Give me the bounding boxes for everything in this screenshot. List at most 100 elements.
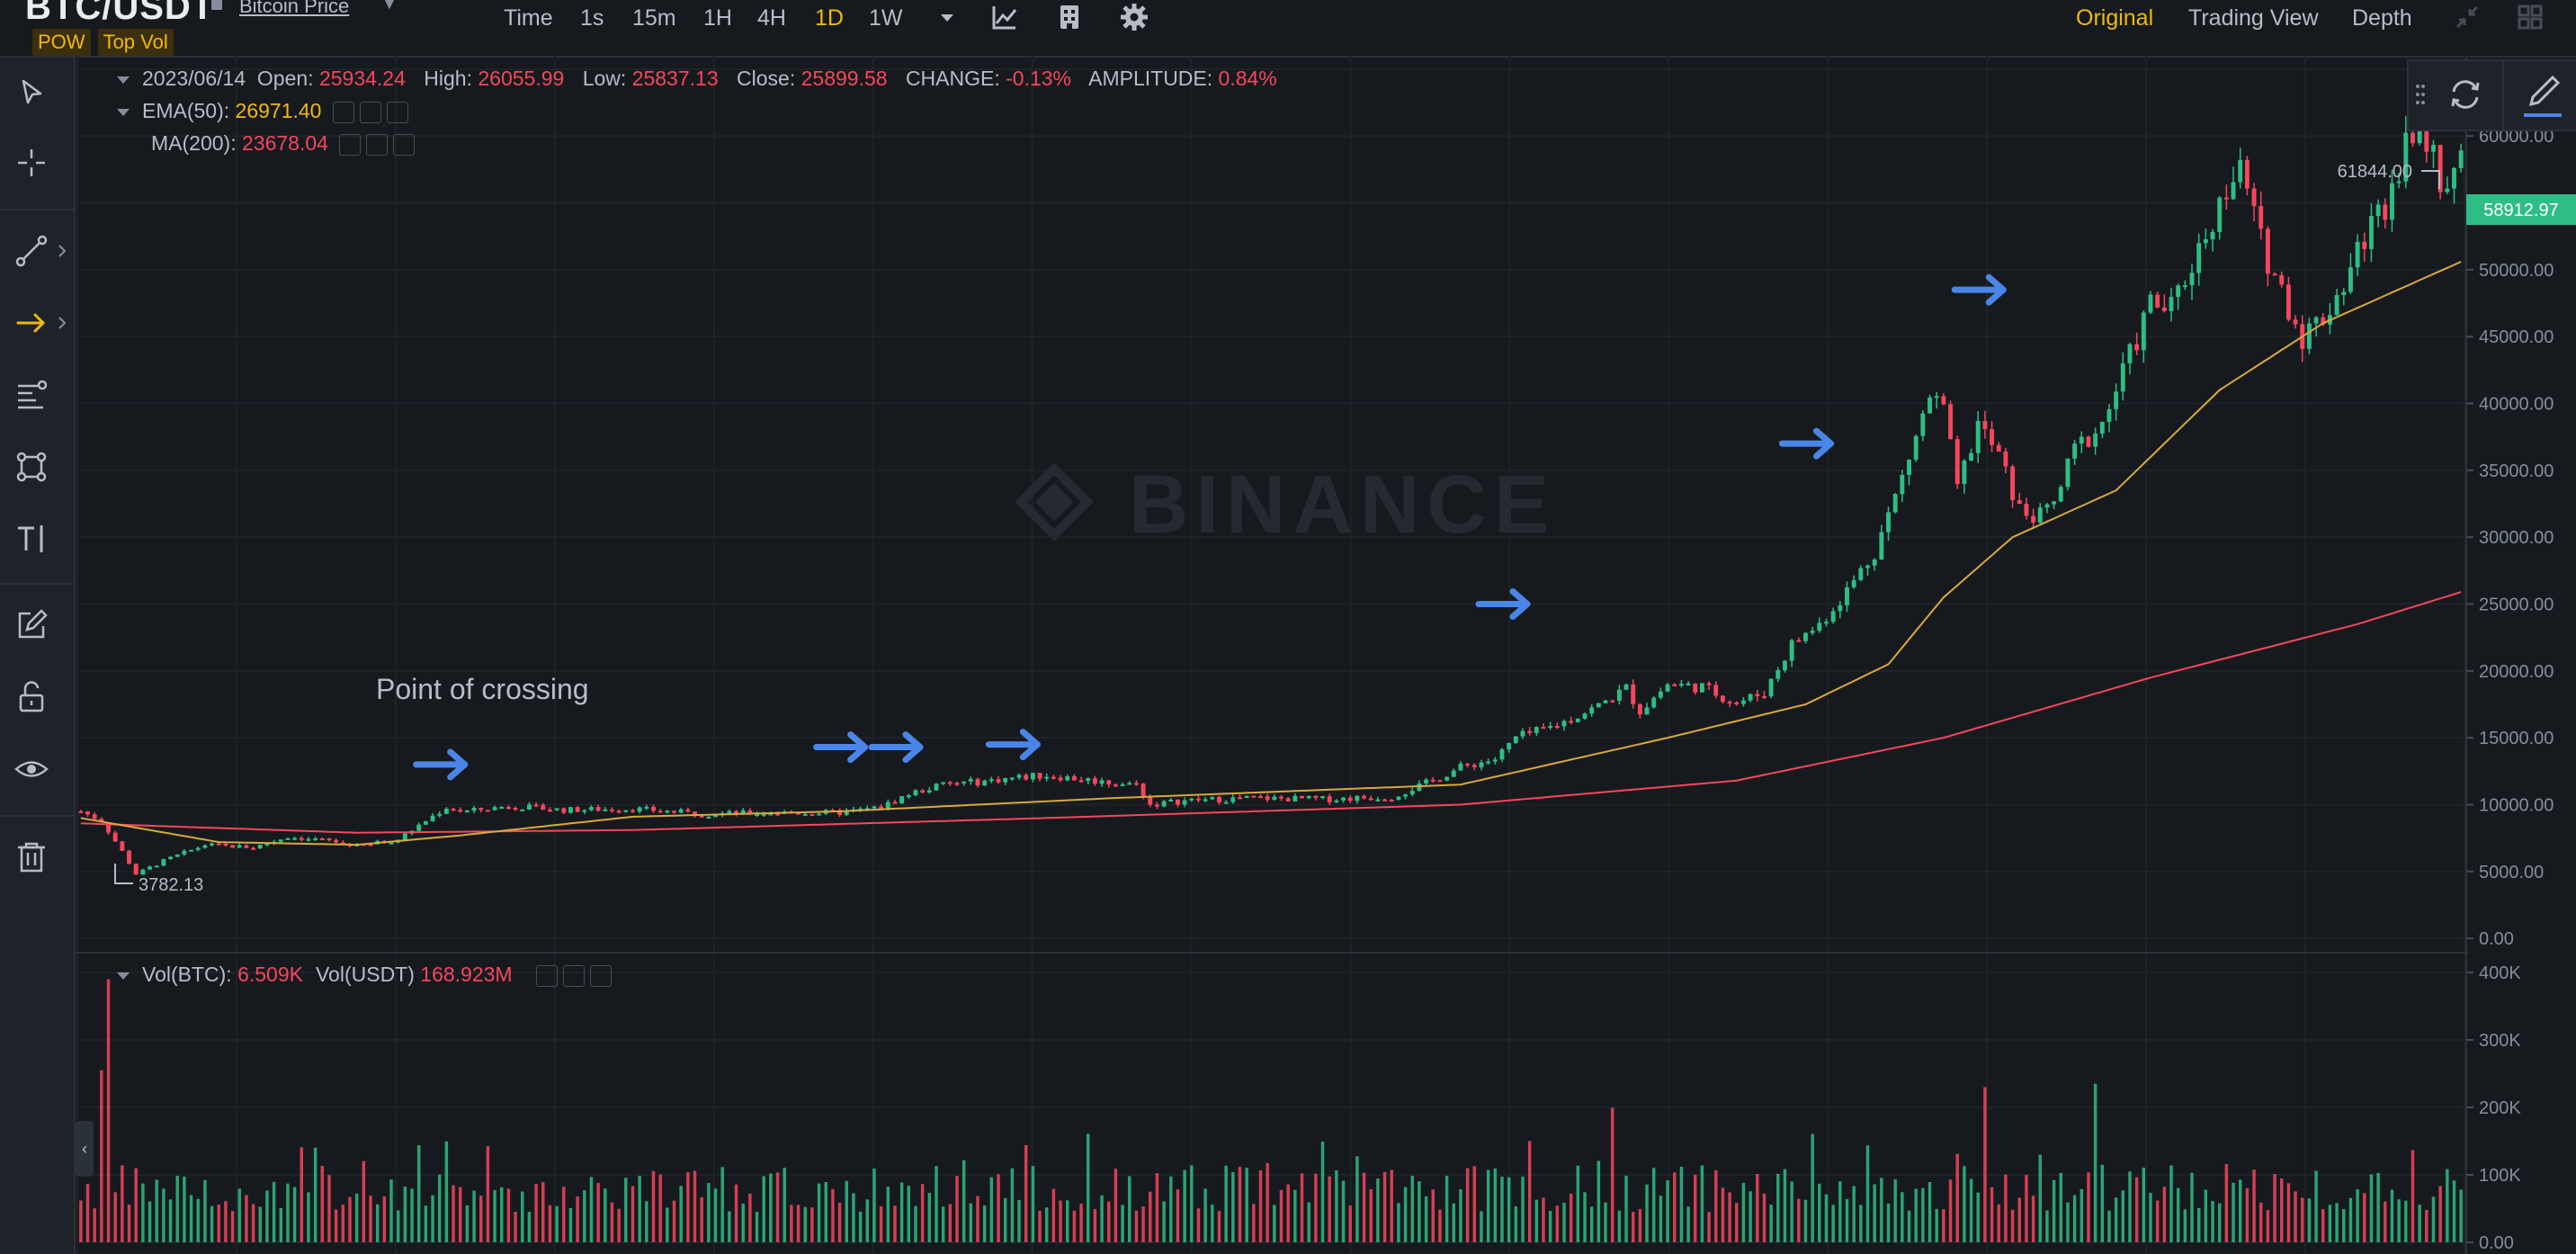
annotation-text[interactable]: Point of crossing	[376, 673, 589, 705]
low-marker: 3782.13	[114, 864, 203, 895]
volume-tick-label: 400K	[2479, 963, 2521, 983]
candle-body	[761, 813, 766, 816]
candle-body	[554, 808, 559, 811]
candle-body	[582, 810, 587, 812]
candle-body	[568, 807, 573, 813]
change-label: CHANGE:	[905, 67, 1000, 90]
candle-body	[505, 807, 511, 810]
candle-body	[1548, 726, 1553, 729]
settings-gear-icon[interactable]	[1119, 2, 1149, 32]
eye-icon[interactable]	[339, 133, 362, 156]
candle-body	[1120, 784, 1125, 786]
layout-grid-icon[interactable]	[2515, 2, 2545, 32]
legend-collapse-caret-icon[interactable]	[117, 76, 130, 84]
tag-top-vol[interactable]: Top Vol	[97, 29, 174, 56]
drag-handle-icon[interactable]	[2414, 81, 2427, 108]
candle-body	[2003, 452, 2008, 467]
close-icon[interactable]	[393, 133, 416, 156]
eye-icon[interactable]	[332, 101, 354, 123]
close-value: 25899.58	[801, 67, 888, 90]
view-trading-view[interactable]: Trading View	[2188, 5, 2319, 31]
candle-body	[706, 816, 711, 819]
tf-time[interactable]: Time	[504, 5, 553, 31]
gear-icon[interactable]	[562, 964, 585, 987]
indicator-collapse-caret-icon[interactable]	[117, 108, 130, 116]
candle-body	[1541, 727, 1546, 730]
tool-visibility[interactable]	[0, 741, 74, 799]
watermark-logo-icon	[1015, 462, 1094, 542]
gear-icon[interactable]	[359, 101, 381, 123]
pencil-icon[interactable]	[2520, 72, 2565, 121]
tf-1s[interactable]: 1s	[580, 5, 604, 31]
candle-body	[278, 839, 283, 842]
tool-delete[interactable]	[0, 829, 74, 887]
vol-usdt-label: Vol(USDT)	[315, 963, 415, 986]
candle-body	[2458, 150, 2464, 168]
candle-body	[1148, 797, 1153, 805]
candle-body	[2293, 319, 2298, 325]
price-link[interactable]: Bitcoin Price	[239, 0, 350, 17]
tool-arrow[interactable]	[0, 295, 74, 353]
gear-icon[interactable]	[366, 133, 389, 156]
tf-1d[interactable]: 1D	[815, 5, 844, 31]
refresh-icon[interactable]	[2445, 74, 2486, 115]
candle-body	[982, 780, 988, 786]
crosshair-icon	[18, 149, 45, 176]
low-label-text: Low:	[582, 67, 627, 90]
document-icon[interactable]	[210, 0, 223, 11]
candle-body	[1223, 802, 1229, 804]
candle-body	[672, 811, 676, 813]
drawn-arrows	[413, 273, 2007, 781]
chevron-right-icon[interactable]	[56, 243, 68, 259]
close-icon[interactable]	[386, 101, 408, 123]
tf-15m[interactable]: 15m	[632, 5, 676, 31]
high-label-text: High:	[424, 67, 472, 90]
candle-body	[665, 811, 670, 813]
candle-body	[775, 813, 781, 816]
tool-text[interactable]	[0, 511, 74, 569]
tool-edit[interactable]	[0, 597, 74, 655]
candle-body	[1713, 685, 1719, 696]
more-timeframes-caret-icon[interactable]	[932, 2, 962, 32]
candle-body	[1285, 798, 1291, 802]
candle-body	[1796, 640, 1802, 642]
arrow-marker	[413, 748, 469, 781]
view-original[interactable]: Original	[2076, 5, 2154, 31]
candle-body	[906, 795, 911, 798]
candle-body	[1396, 796, 1401, 801]
tool-fib[interactable]	[0, 367, 74, 425]
candle-body	[1465, 763, 1471, 766]
pane-divider[interactable]	[76, 952, 2468, 954]
panel-collapse-button[interactable]: ‹	[76, 1121, 94, 1177]
tool-cursor[interactable]	[0, 65, 74, 122]
view-depth[interactable]: Depth	[2352, 5, 2412, 31]
price-tick-label: 50000.00	[2479, 261, 2554, 281]
chevron-down-icon[interactable]: ▼	[381, 0, 398, 13]
chevron-right-icon[interactable]	[56, 315, 68, 331]
candle-body	[1016, 775, 1022, 778]
tf-1w[interactable]: 1W	[869, 5, 903, 31]
tool-lock[interactable]	[0, 669, 74, 727]
close-icon[interactable]	[589, 964, 612, 987]
candle-body	[1672, 684, 1677, 686]
volume-collapse-caret-icon[interactable]	[117, 972, 130, 980]
indicators-icon[interactable]	[989, 2, 1020, 32]
tool-shape[interactable]	[0, 439, 74, 497]
candle-body	[1499, 748, 1505, 760]
candle-body	[161, 859, 166, 866]
candle-body	[1678, 684, 1684, 686]
candle-body	[1424, 779, 1429, 784]
tag-pow[interactable]: POW	[32, 29, 91, 56]
candle-body	[1534, 727, 1539, 733]
tf-4h[interactable]: 4H	[757, 5, 786, 31]
tool-crosshair[interactable]	[0, 135, 74, 193]
candle-body	[1362, 795, 1367, 799]
tool-trend-line[interactable]	[0, 223, 74, 281]
candle-body	[1941, 396, 1946, 405]
candle-body	[1948, 404, 1954, 440]
tf-1h[interactable]: 1H	[703, 5, 732, 31]
template-icon[interactable]	[1054, 2, 1085, 32]
fullscreen-collapse-icon[interactable]	[2452, 2, 2482, 32]
eye-icon[interactable]	[535, 964, 558, 987]
